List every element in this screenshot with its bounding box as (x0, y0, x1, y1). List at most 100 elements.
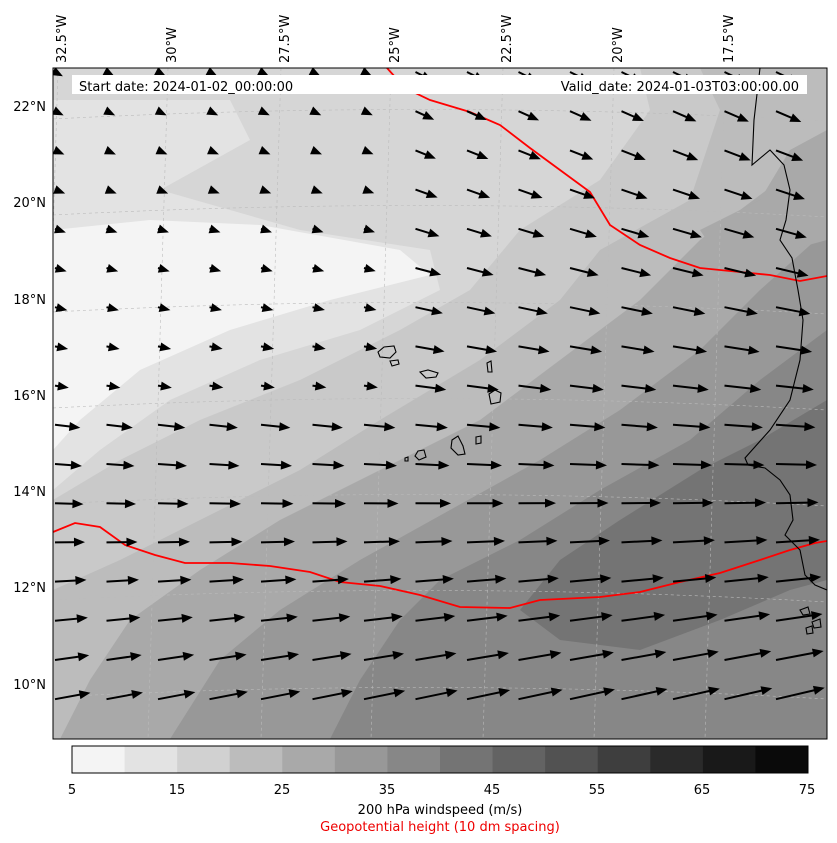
wind-arrow (155, 145, 168, 155)
wind-arrow (569, 188, 596, 199)
wind-arrow (621, 149, 646, 161)
latitude-labels: 22°N 20°N 18°N 16°N 14°N 12°N 10°N (13, 100, 46, 693)
wind-arrow-head (439, 498, 451, 508)
wind-arrow (209, 499, 241, 509)
wind-arrow (518, 345, 550, 355)
wind-arrow-head (445, 688, 458, 698)
wind-arrow-head (528, 151, 541, 160)
wind-arrow-head (431, 306, 443, 316)
wind-arrow-head (341, 688, 353, 698)
wind-arrow (363, 303, 377, 312)
wind-arrow-head (804, 422, 816, 432)
wind-arrow (466, 422, 501, 432)
wind-arrow-head (498, 687, 511, 697)
wind-arrow-head (648, 460, 660, 470)
graticule-lon-line (482, 68, 504, 739)
colorbar-ticks: 5 15 25 35 45 55 65 75 (68, 783, 815, 798)
wind-arrow-head (702, 498, 714, 508)
wind-arrow-head (480, 228, 492, 238)
wind-arrow-head (236, 689, 248, 699)
wind-arrow-head (75, 576, 87, 585)
lat-label-22n: 22°N (13, 100, 46, 115)
wind-arrow-head (791, 152, 804, 161)
wind-arrow-head (485, 345, 498, 355)
wind-arrow-head (699, 422, 711, 432)
wind-arrow (518, 227, 545, 238)
wind-arrow (363, 263, 376, 273)
wind-arrow-head (208, 224, 221, 234)
wind-arrow (260, 342, 275, 352)
wind-arrow-head (309, 106, 322, 116)
wind-arrow (54, 224, 66, 234)
wind-arrow-head (759, 648, 772, 658)
wind-arrow-head (736, 113, 749, 122)
wind-arrow-head (53, 68, 63, 77)
wind-arrow (415, 612, 456, 622)
wind-arrow (775, 535, 820, 545)
wind-arrow (260, 575, 297, 585)
wind-arrow-head (126, 537, 138, 547)
wind-arrow (569, 306, 601, 316)
wind-arrow-head (107, 303, 119, 312)
wind-arrow (312, 381, 327, 391)
wind-arrow (360, 68, 373, 77)
wind-arrow (209, 263, 222, 273)
lon-label-22-5w: 22.5°W (500, 15, 515, 63)
colorbar-tick-45: 45 (484, 783, 501, 798)
wind-arrow (775, 110, 802, 122)
wind-arrow-head (53, 185, 66, 194)
wind-arrow (672, 498, 714, 508)
wind-arrow-head (756, 536, 768, 546)
wind-arrow-head (337, 575, 349, 585)
wind-arrow (775, 422, 816, 432)
wind-arrow-head (363, 224, 375, 234)
wind-arrow-head (103, 106, 116, 116)
wind-arrow (54, 460, 82, 470)
wind-arrow-head (207, 145, 219, 155)
wind-arrow (360, 106, 373, 116)
wind-arrow-head (549, 650, 562, 659)
wind-arrow (724, 573, 769, 583)
wind-arrow-head (263, 381, 275, 391)
lon-label-25w: 25°W (388, 27, 403, 63)
wind-arrow-head (586, 268, 599, 277)
wind-arrow (363, 688, 406, 701)
wind-arrow (724, 422, 763, 432)
wind-arrow-head (106, 263, 119, 273)
wind-arrow-head (334, 498, 346, 508)
wind-arrow (157, 651, 195, 661)
wind-arrow (157, 263, 170, 273)
colorbar-tick-15: 15 (169, 783, 186, 798)
wind-arrow-head (235, 651, 247, 661)
wind-arrow-head (154, 68, 166, 77)
wind-arrow-head (259, 185, 272, 194)
wind-arrow (466, 650, 509, 661)
wind-arrow (775, 345, 813, 355)
wind-arrow-head (489, 422, 501, 432)
wind-arrow-head (314, 381, 327, 391)
wind-arrow (209, 651, 247, 661)
colorbar-tick-75: 75 (799, 783, 816, 798)
colorbar-tick-65: 65 (694, 783, 711, 798)
wind-arrow (724, 536, 768, 546)
wind-arrow-head (121, 422, 133, 432)
wind-arrow-head (644, 383, 657, 393)
wind-arrow (206, 106, 219, 116)
wind-arrow-head (495, 574, 507, 584)
wind-arrow (157, 460, 187, 470)
wind-arrow (54, 614, 88, 624)
island-maio (475, 435, 482, 445)
colorbar-swatch (440, 746, 494, 773)
wind-arrow (621, 345, 655, 355)
wind-arrow (260, 224, 272, 234)
wind-arrow-head (158, 303, 171, 312)
wind-arrow (157, 381, 172, 391)
wind-arrow (621, 422, 658, 432)
wind-arrow-head (602, 649, 614, 659)
colorbar-swatch (177, 746, 231, 773)
wind-arrow-head (54, 224, 66, 234)
wind-arrow-head (543, 460, 555, 470)
wind-arrow (518, 650, 562, 661)
wind-arrow (775, 648, 824, 661)
wind-arrow-head (793, 191, 805, 200)
